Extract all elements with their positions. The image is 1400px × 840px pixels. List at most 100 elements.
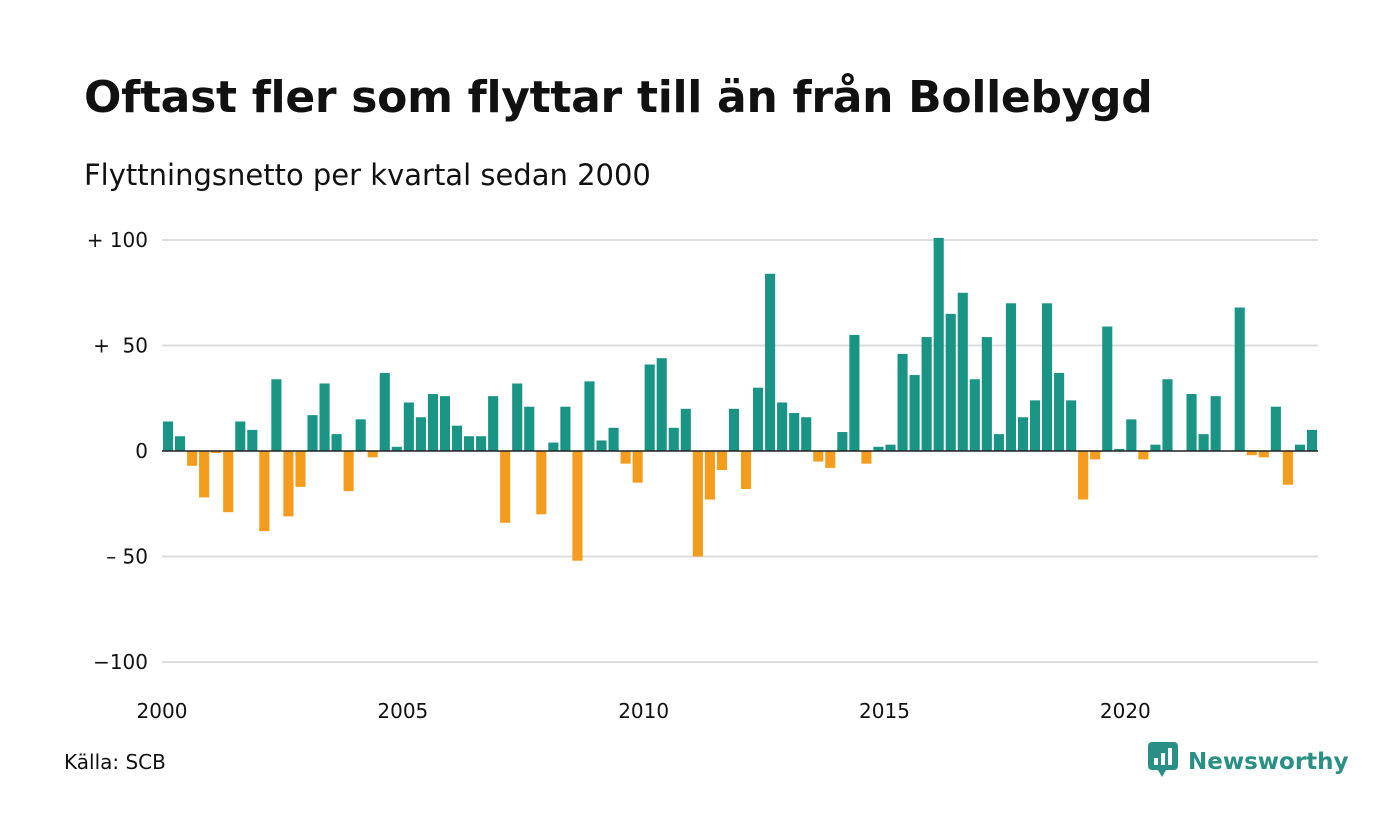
bar [391,446,402,451]
bar [187,451,198,466]
bar [548,442,559,451]
bar [584,381,595,451]
x-tick-label: 2010 [618,699,669,723]
bar [716,451,727,470]
bar [981,337,992,451]
bar [765,273,776,451]
bar [1126,419,1137,451]
brand-logo[interactable]: Newsworthy [1148,742,1349,782]
bar [1210,396,1221,451]
bar [427,394,438,451]
y-tick-label: 0 [135,439,148,463]
chart-title: Oftast fler som flyttar till än från Bol… [84,72,1153,123]
bar [175,436,186,451]
bar [259,451,270,532]
bar [632,451,643,483]
bar [403,402,414,451]
bar [536,451,547,515]
axes: + 100 + 50 0 – 50 −100 2000 2005 2010 2015 2020 [87,228,1318,723]
bar [355,419,366,451]
bar [1042,303,1053,451]
bar [945,313,956,451]
bar [235,421,246,451]
bar [1246,451,1257,456]
y-tick-label: + 50 [93,334,148,358]
bar [488,396,499,451]
bar [162,421,174,451]
bar [777,402,788,451]
bar [1294,444,1305,451]
bar [933,237,944,451]
bar [199,451,210,498]
bar [1162,379,1173,451]
bar [307,415,318,451]
bar [897,353,908,451]
newsworthy-logo-icon [1148,742,1178,782]
bar [560,406,571,451]
bar [1258,451,1269,458]
bar [1078,451,1089,500]
bar [439,396,451,451]
bar [644,364,655,451]
bar [295,451,306,487]
bar [753,387,764,451]
chart-subtitle: Flyttningsnetto per kvartal sedan 2000 [84,158,651,192]
bar [993,434,1004,451]
bar [849,334,860,451]
bar [1138,451,1149,460]
bar [789,413,800,451]
bar [211,451,222,454]
bar [476,436,487,451]
bar [873,446,884,451]
bar [596,440,607,451]
source-note: Källa: SCB [64,750,166,774]
bar [464,436,475,451]
bar [1005,303,1016,451]
bar [512,383,523,451]
bar [1186,394,1197,451]
x-tick-label: 2000 [137,699,188,723]
bars [162,237,1318,561]
bar [1270,406,1281,451]
bar [1054,372,1065,451]
bar [223,451,234,513]
bar [367,451,378,458]
bar [247,429,258,451]
bar [343,451,354,492]
x-tick-label: 2005 [377,699,428,723]
y-tick-label: – 50 [106,545,148,569]
bar [500,451,511,523]
bar [728,408,740,451]
bar [957,292,968,451]
bar [1029,400,1041,451]
bar [740,451,752,489]
bar [319,383,330,451]
y-tick-label: −100 [93,650,148,674]
bar [283,451,294,517]
bar [1090,451,1101,460]
bar [620,451,631,464]
bar [1282,451,1293,485]
bar [909,375,920,451]
bar [1102,326,1113,451]
bar [1114,448,1125,451]
bar [969,379,980,451]
bar [680,408,691,451]
bar [921,337,932,451]
bar [1066,400,1077,451]
bar [1198,434,1209,451]
bar [451,425,463,451]
bar [668,427,679,451]
grid-lines [162,239,1318,663]
y-tick-label: + 100 [87,228,148,252]
bar [704,451,715,500]
bar [1150,444,1161,451]
bar [1234,307,1245,451]
bar [331,434,342,451]
bar [271,379,282,451]
bar [524,406,535,451]
bar [1017,417,1029,451]
x-tick-label: 2020 [1100,699,1151,723]
bar [861,451,872,464]
